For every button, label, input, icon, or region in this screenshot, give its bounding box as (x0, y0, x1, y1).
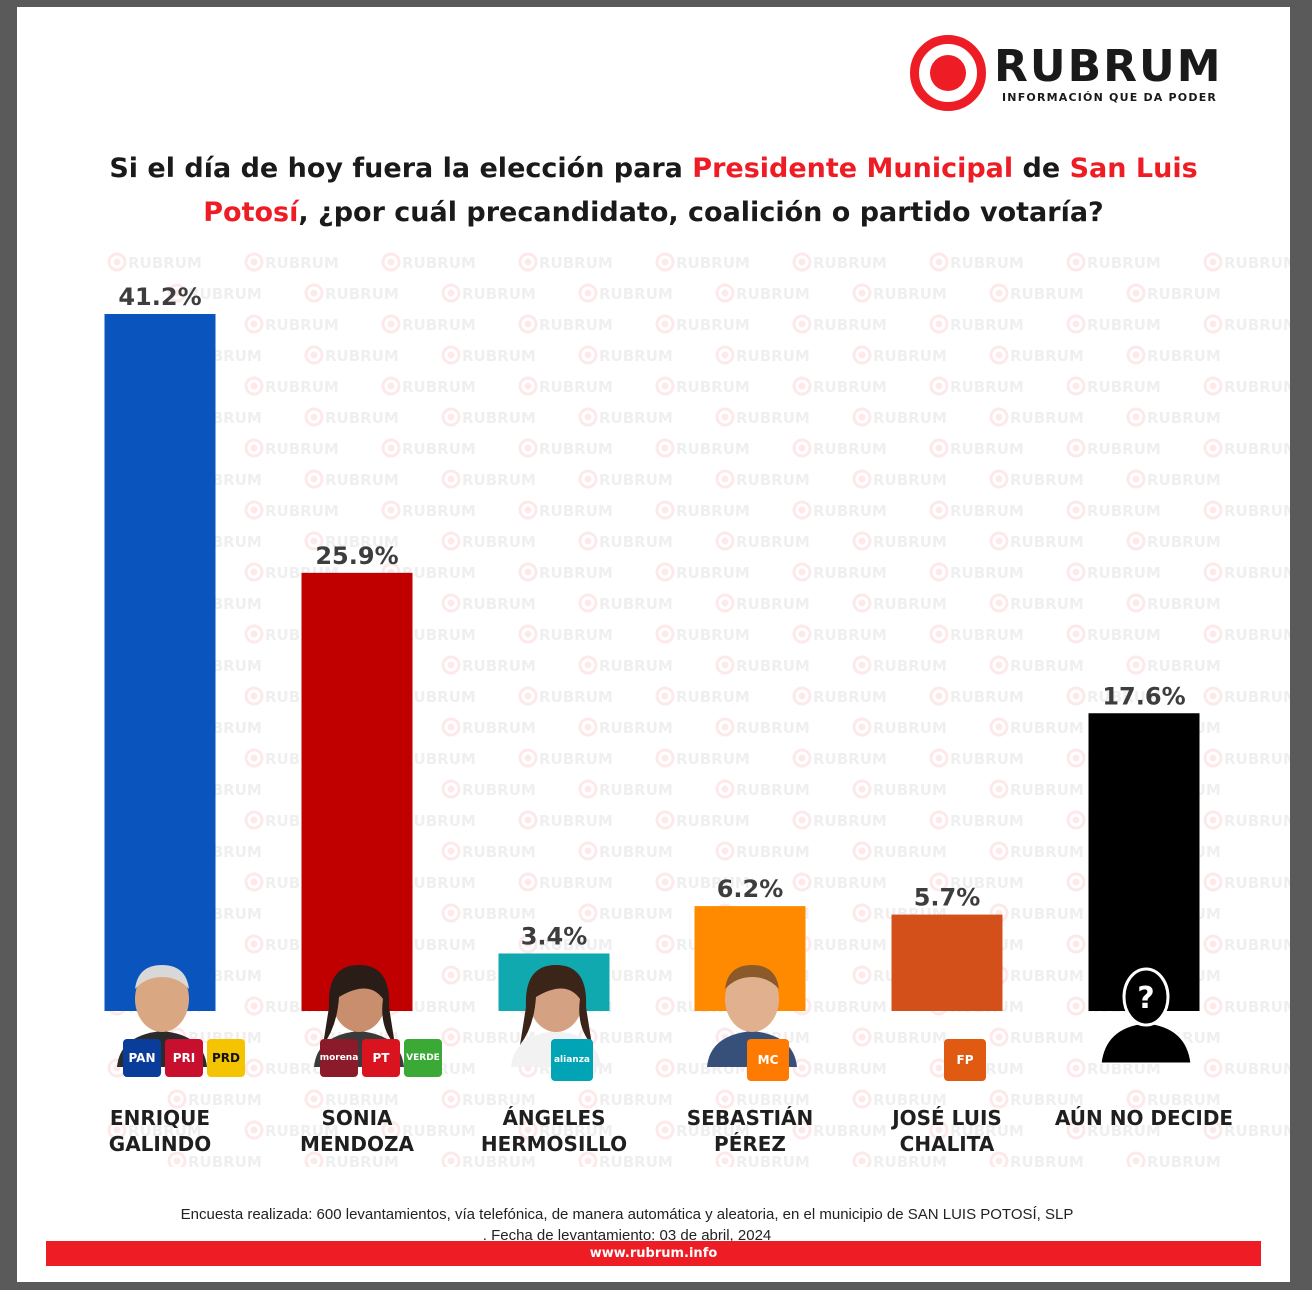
survey-footnote: Encuesta realizada: 600 levantamientos, … (67, 1204, 1187, 1246)
question-mark-silhouette-icon: ? (1098, 967, 1194, 1064)
logo-wordmark: RUBRUM (994, 41, 1223, 92)
logo-tagline: INFORMACIÓN QUE DA PODER (1002, 91, 1218, 104)
title-highlight-city: San Luis Potosí (203, 153, 1198, 228)
value-label-1: 41.2% (118, 283, 201, 311)
footnote-line-2: . Fecha de levantamiento: 03 de abril, 2… (482, 1227, 772, 1244)
logo-dot-icon (930, 55, 966, 91)
title-part-3: , ¿por cuál precandidato, coalición o pa… (298, 197, 1104, 228)
category-label-2-line-2: MENDOZA (300, 1132, 414, 1156)
bar-2 (301, 572, 413, 1011)
svg-text:?: ? (1137, 981, 1154, 1016)
category-label-6-line-1: AÚN NO DECIDE (1055, 1106, 1233, 1130)
title-part-2: de (1013, 153, 1070, 184)
category-label-4-line-2: PÉREZ (714, 1132, 786, 1156)
footnote-line-1: Encuesta realizada: 600 levantamientos, … (180, 1206, 1074, 1223)
party-logo-2-3: VERDE (404, 1039, 442, 1077)
bar-1 (104, 314, 216, 1011)
title-part-1: Si el día de hoy fuera la elección para (109, 153, 693, 184)
value-label-6: 17.6% (1102, 682, 1185, 710)
party-logo-1-2: PRI (165, 1039, 203, 1077)
category-label-3-line-1: ÁNGELES (502, 1106, 605, 1130)
party-logo-1-1: PAN (123, 1039, 161, 1077)
value-label-5: 5.7% (914, 884, 981, 912)
category-label-1-line-2: GALINDO (109, 1132, 211, 1156)
party-logo-3-1: alianza (551, 1039, 593, 1081)
value-label-4: 6.2% (717, 875, 784, 903)
chart-title: Si el día de hoy fuera la elección para … (57, 147, 1250, 235)
logo-ring-icon (910, 35, 986, 111)
value-label-3: 3.4% (521, 922, 588, 950)
bar-6 (1088, 713, 1200, 1011)
party-logo-2-1: morena (320, 1039, 358, 1077)
party-logo-2-2: PT (362, 1039, 400, 1077)
party-logo-4-1: MC (747, 1039, 789, 1081)
category-label-1-line-1: ENRIQUE (110, 1106, 210, 1130)
poll-sheet: RUBRUM RUBRUM RUBRUM RUBRUM RUBRUM RUBRUM RUBR… (17, 7, 1290, 1282)
category-label-4-line-1: SEBASTIÁN (687, 1106, 814, 1130)
bar-5 (891, 914, 1003, 1011)
footer-bar: www.rubrum.info (46, 1241, 1261, 1266)
title-highlight-office: Presidente Municipal (692, 153, 1014, 184)
category-label-5-line-2: CHALITA (900, 1132, 995, 1156)
category-label-5-line-1: JOSÉ LUIS (890, 1106, 1002, 1130)
footer-url[interactable]: www.rubrum.info (589, 1246, 718, 1261)
party-logo-1-3: PRD (207, 1039, 245, 1077)
party-logo-5-1: FP (944, 1039, 986, 1081)
rubrum-logo: RUBRUM INFORMACIÓN QUE DA PODER (910, 35, 1260, 115)
value-label-2: 25.9% (315, 542, 398, 570)
category-label-2-line-1: SONIA (321, 1106, 393, 1130)
category-label-3-line-2: HERMOSILLO (481, 1132, 627, 1156)
